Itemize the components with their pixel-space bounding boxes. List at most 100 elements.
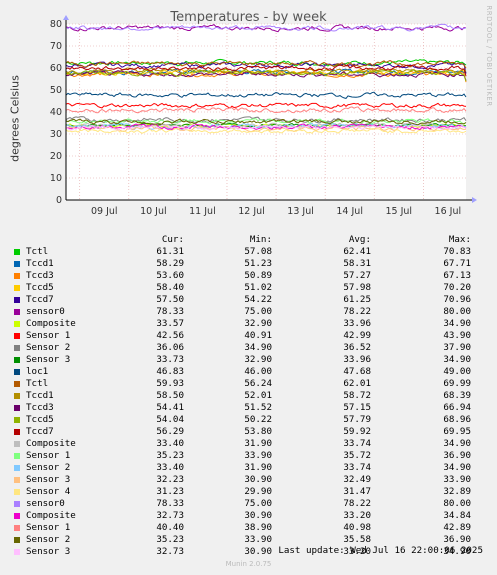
legend-swatch bbox=[14, 321, 20, 327]
legend-swatch bbox=[14, 261, 20, 267]
legend-label: Sensor 3 bbox=[26, 354, 71, 365]
legend-row: Sensor 3 32.73 30.90 33.20 34.90 bbox=[12, 546, 492, 558]
legend-label: Composite bbox=[26, 318, 76, 329]
legend-swatch bbox=[14, 441, 20, 447]
legend-min: 32.90 bbox=[244, 318, 272, 329]
legend-min: 29.90 bbox=[244, 486, 272, 497]
legend-max: 43.90 bbox=[443, 330, 471, 341]
x-tick-label: 16 Jul bbox=[435, 206, 462, 217]
series-line bbox=[65, 61, 467, 74]
header-cur: Cur: bbox=[161, 234, 184, 245]
legend-cur: 33.40 bbox=[156, 462, 184, 473]
x-tick-label: 13 Jul bbox=[287, 206, 314, 217]
legend-label: Sensor 1 bbox=[26, 330, 71, 341]
legend-label: Sensor 2 bbox=[26, 462, 71, 473]
legend-swatch bbox=[14, 501, 20, 507]
legend-row: Composite 33.40 31.90 33.74 34.90 bbox=[12, 438, 492, 450]
legend-row: Sensor 1 40.40 38.90 40.98 42.89 bbox=[12, 522, 492, 534]
legend-max: 70.96 bbox=[443, 294, 471, 305]
legend-avg: 57.98 bbox=[343, 282, 371, 293]
series-line bbox=[65, 59, 467, 69]
legend-avg: 33.96 bbox=[343, 354, 371, 365]
legend-max: 34.90 bbox=[443, 462, 471, 473]
legend-cur: 36.06 bbox=[156, 342, 184, 353]
legend-max: 32.89 bbox=[443, 486, 471, 497]
legend-min: 30.90 bbox=[244, 546, 272, 557]
legend-max: 36.90 bbox=[443, 534, 471, 545]
legend-swatch bbox=[14, 381, 20, 387]
legend-cur: 78.33 bbox=[156, 306, 184, 317]
legend-label: Tccd1 bbox=[26, 390, 54, 401]
legend-cur: 59.93 bbox=[156, 378, 184, 389]
legend-swatch bbox=[14, 465, 20, 471]
legend-min: 51.23 bbox=[244, 258, 272, 269]
legend-avg: 36.52 bbox=[343, 342, 371, 353]
legend-label: sensor0 bbox=[26, 306, 65, 317]
legend-table: Cur: Min: Avg: Max: Tctl 61.31 57.08 62.41 7… bbox=[12, 234, 492, 558]
legend-swatch bbox=[14, 285, 20, 291]
legend-max: 37.90 bbox=[443, 342, 471, 353]
legend-avg: 42.99 bbox=[343, 330, 371, 341]
legend-cur: 58.29 bbox=[156, 258, 184, 269]
legend-avg: 57.27 bbox=[343, 270, 371, 281]
legend-swatch bbox=[14, 513, 20, 519]
series-line bbox=[65, 23, 467, 32]
legend-row: Tccd3 53.60 50.89 57.27 67.13 bbox=[12, 270, 492, 282]
legend-avg: 35.72 bbox=[343, 450, 371, 461]
legend-cur: 54.41 bbox=[156, 402, 184, 413]
x-axis-arrow bbox=[472, 197, 477, 203]
legend-header-row: Cur: Min: Avg: Max: bbox=[12, 234, 492, 246]
legend-label: Tccd7 bbox=[26, 426, 54, 437]
legend-min: 50.89 bbox=[244, 270, 272, 281]
x-tick-label: 11 Jul bbox=[189, 206, 216, 217]
legend-max: 69.95 bbox=[443, 426, 471, 437]
legend-cur: 33.40 bbox=[156, 438, 184, 449]
legend-max: 67.13 bbox=[443, 270, 471, 281]
legend-min: 33.90 bbox=[244, 450, 272, 461]
legend-cur: 33.73 bbox=[156, 354, 184, 365]
series-line bbox=[65, 106, 467, 114]
series-line bbox=[65, 64, 467, 77]
legend-row: sensor0 78.33 75.00 78.22 80.00 bbox=[12, 306, 492, 318]
legend-min: 75.00 bbox=[244, 306, 272, 317]
legend-row: Tccd3 54.41 51.52 57.15 66.94 bbox=[12, 402, 492, 414]
legend-label: sensor0 bbox=[26, 498, 65, 509]
legend-avg: 78.22 bbox=[343, 498, 371, 509]
y-tick-label: 80 bbox=[50, 19, 62, 30]
chart-title: Temperatures - by week bbox=[170, 10, 327, 25]
legend-row: Tccd1 58.50 52.01 58.72 68.39 bbox=[12, 390, 492, 402]
legend-swatch bbox=[14, 393, 20, 399]
legend-label: Sensor 2 bbox=[26, 342, 71, 353]
legend-swatch bbox=[14, 453, 20, 459]
chart-plot: 0 10 20 30 40 50 60 70 80 09 Jul 10 Jul 11 Jul 12 Ju… bbox=[50, 15, 477, 217]
legend-avg: 32.49 bbox=[343, 474, 371, 485]
legend-avg: 31.47 bbox=[343, 486, 371, 497]
legend-cur: 40.40 bbox=[156, 522, 184, 533]
legend-avg: 58.31 bbox=[343, 258, 371, 269]
legend-cur: 32.73 bbox=[156, 546, 184, 557]
legend-row: Tccd7 56.29 53.80 59.92 69.95 bbox=[12, 426, 492, 438]
legend-max: 36.90 bbox=[443, 450, 471, 461]
legend-cur: 35.23 bbox=[156, 534, 184, 545]
legend-max: 66.94 bbox=[443, 402, 471, 413]
y-tick-label: 0 bbox=[56, 195, 62, 206]
legend-swatch bbox=[14, 537, 20, 543]
legend-max: 68.39 bbox=[443, 390, 471, 401]
y-tick-label: 20 bbox=[50, 151, 62, 162]
last-update: Last update: Wed Jul 16 22:00:06 2025 bbox=[278, 545, 483, 556]
legend-label: Tccd3 bbox=[26, 402, 54, 413]
legend-min: 54.22 bbox=[244, 294, 272, 305]
legend-rows: Tctl 61.31 57.08 62.41 70.83 Tccd1 58.29 51.23 5… bbox=[12, 246, 492, 558]
legend-swatch bbox=[14, 429, 20, 435]
legend-swatch bbox=[14, 309, 20, 315]
legend-row: Tccd7 57.50 54.22 61.25 70.96 bbox=[12, 294, 492, 306]
legend-cur: 31.23 bbox=[156, 486, 184, 497]
y-tick-label: 10 bbox=[50, 173, 62, 184]
legend-label: Tctl bbox=[26, 378, 49, 389]
legend-avg: 78.22 bbox=[343, 306, 371, 317]
legend-row: Sensor 3 33.73 32.90 33.96 34.90 bbox=[12, 354, 492, 366]
legend-cur: 33.57 bbox=[156, 318, 184, 329]
legend-max: 68.96 bbox=[443, 414, 471, 425]
legend-label: Composite bbox=[26, 438, 76, 449]
